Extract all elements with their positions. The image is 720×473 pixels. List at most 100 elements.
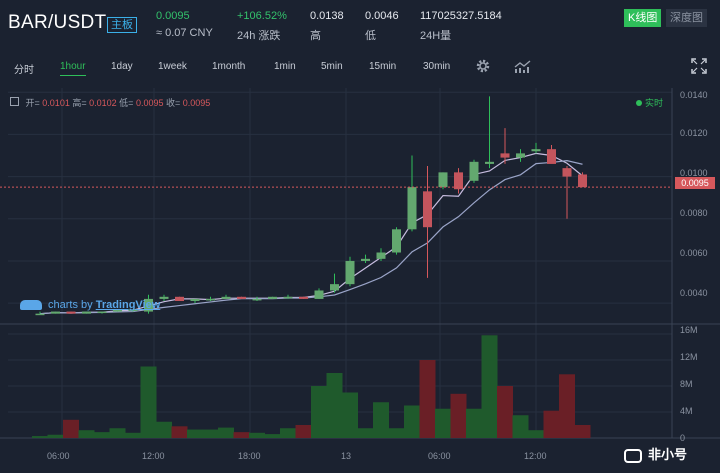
volume-bar — [63, 419, 79, 438]
candle-body — [97, 311, 107, 314]
low-value: 0.0095 — [135, 98, 164, 108]
indicator-icon[interactable] — [513, 58, 533, 74]
candle-body — [547, 149, 556, 164]
x-tick: 06:00 — [47, 451, 70, 461]
volume-bar — [528, 430, 544, 438]
volume-value: 117025327.5184 — [420, 10, 502, 22]
candle-body — [283, 296, 293, 299]
tradingview-watermark[interactable]: charts by TradingView — [20, 299, 160, 311]
candle-body — [299, 296, 308, 299]
candle-body — [175, 296, 184, 302]
candle-body — [516, 153, 525, 158]
watermark-name: TradingView — [95, 299, 161, 311]
kline-chart[interactable] — [0, 80, 720, 473]
x-tick: 12:00 — [142, 451, 165, 461]
volume-bar — [357, 428, 374, 438]
low-label: 低 — [365, 30, 376, 42]
candle-body — [221, 296, 231, 299]
candle-body — [314, 290, 324, 299]
volume-bar — [311, 386, 327, 438]
low-label: 低= — [119, 98, 134, 108]
volume-bar — [481, 335, 498, 438]
y-tick: 0.0120 — [680, 128, 708, 138]
high-value: 0.0102 — [89, 98, 117, 108]
candle-body — [562, 168, 572, 177]
brand-logo: 非小号 — [624, 444, 687, 463]
moving-averages — [39, 152, 583, 315]
candle-body — [268, 296, 277, 299]
candle-body — [407, 187, 417, 230]
volume-bar — [419, 360, 436, 438]
moving-average-line — [39, 152, 583, 315]
interval-5min[interactable]: 5min — [321, 61, 343, 72]
candle-body — [361, 258, 370, 261]
volume-bar — [326, 373, 343, 438]
watermark-prefix: charts by — [48, 299, 93, 311]
volume-bar — [156, 421, 172, 438]
volume-bar — [202, 429, 219, 438]
volume-bar — [109, 428, 126, 438]
volume-bar — [218, 427, 234, 438]
interval-1week[interactable]: 1week — [158, 61, 187, 72]
volume-bar — [512, 415, 529, 438]
kline-view-button[interactable]: K线图 — [624, 9, 662, 27]
market-header: BAR/USDT 主板 0.0095 ≈ 0.07 CNY +106.52% 2… — [0, 0, 720, 50]
interval-timeline[interactable]: 分时 — [14, 65, 34, 76]
candle-body — [190, 298, 200, 302]
candle-body — [438, 172, 448, 188]
candle-body — [392, 229, 401, 253]
close-value: 0.0095 — [182, 98, 211, 108]
pair-title: BAR/USDT — [8, 12, 107, 33]
candle-body — [237, 296, 246, 299]
gear-icon[interactable] — [474, 57, 492, 75]
volume-bar — [280, 428, 296, 438]
depth-view-button[interactable]: 深度图 — [666, 9, 707, 27]
volume-bar — [47, 434, 64, 438]
volume-bar — [342, 392, 358, 438]
interval-1hour[interactable]: 1hour — [60, 61, 86, 76]
candle-body — [252, 298, 262, 301]
volume-tick: 12M — [680, 352, 698, 362]
candle-body — [345, 260, 355, 285]
volume-bar — [497, 386, 513, 438]
candle-body — [113, 309, 122, 312]
y-tick: 0.0060 — [680, 248, 708, 258]
live-label: 实时 — [645, 98, 664, 108]
volume-bars — [32, 335, 591, 438]
volume-tick: 0 — [680, 433, 686, 443]
fullscreen-icon[interactable] — [690, 57, 708, 75]
interval-30min[interactable]: 30min — [423, 61, 451, 72]
candle-body — [82, 311, 91, 314]
current-price-tag: 0.0095 — [675, 177, 715, 189]
live-indicator[interactable]: 实时 — [636, 96, 663, 109]
candle-body — [376, 252, 386, 259]
candle-body — [500, 153, 510, 158]
interval-1month[interactable]: 1month — [212, 61, 246, 72]
live-dot-icon — [636, 100, 642, 106]
volume-bar — [574, 425, 591, 438]
volume-bar — [543, 410, 560, 438]
candle-body — [206, 298, 215, 301]
chart-grid — [0, 88, 720, 439]
candle-body — [51, 311, 60, 314]
moving-average-line — [39, 160, 583, 315]
x-tick: 06:00 — [428, 451, 451, 461]
volume-bar — [559, 374, 575, 438]
candle-body — [423, 191, 432, 228]
low-value: 0.0046 — [365, 10, 399, 22]
volume-bar — [466, 408, 482, 438]
candle-body — [485, 161, 494, 164]
interval-15min[interactable]: 15min — [369, 61, 397, 72]
candle-body — [35, 313, 45, 316]
interval-1day[interactable]: 1day — [111, 61, 133, 72]
volume-bar — [32, 436, 48, 438]
interval-1min[interactable]: 1min — [274, 61, 296, 72]
candle-body — [531, 149, 541, 152]
change-value: +106.52% — [237, 10, 287, 22]
volume-tick: 4M — [680, 406, 693, 416]
candle-body — [144, 298, 153, 312]
volume-bar — [404, 405, 420, 438]
candlesticks — [35, 96, 587, 316]
cny-price: ≈ 0.07 CNY — [156, 27, 213, 39]
settings-square-icon[interactable] — [10, 97, 19, 106]
